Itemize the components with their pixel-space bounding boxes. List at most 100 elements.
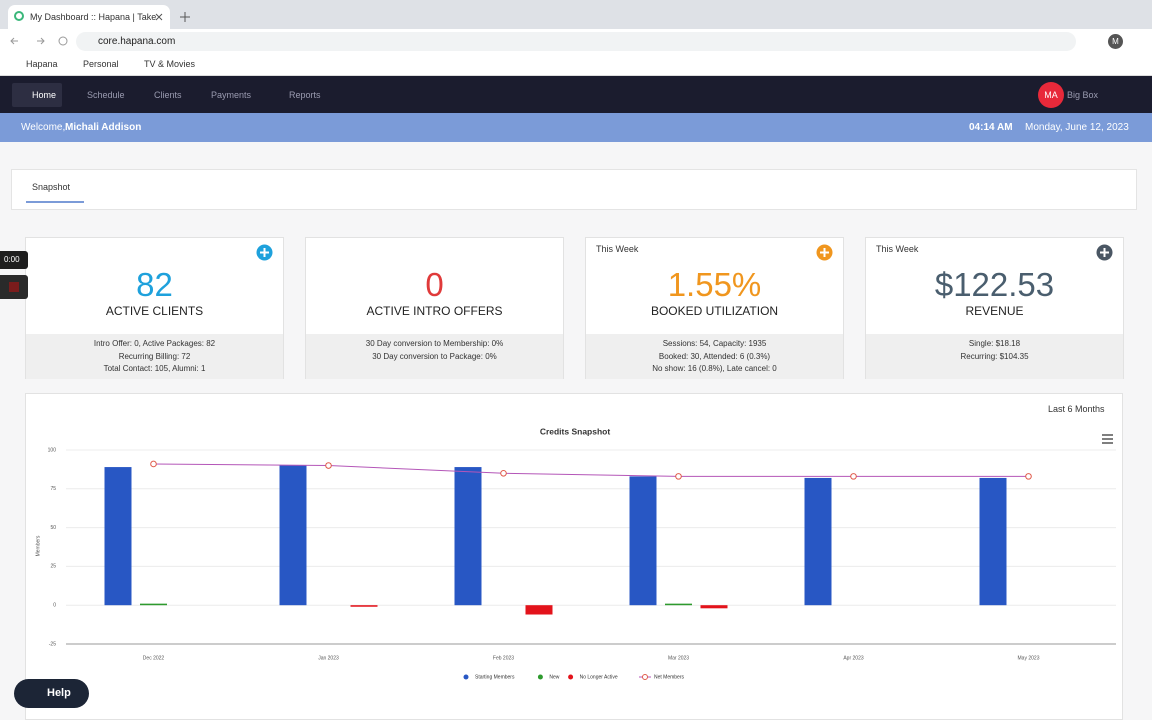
browser-tab[interactable]: My Dashboard :: Hapana | Take	[8, 5, 170, 29]
avatar[interactable]: MA	[1038, 82, 1064, 108]
legend-symbol	[642, 674, 648, 680]
new-tab[interactable]	[180, 12, 190, 22]
chart-menu[interactable]	[1102, 434, 1113, 444]
period-dropdown[interactable]: This Week	[876, 244, 919, 254]
card-details: Intro Offer: 0, Active Packages: 82 Recur…	[26, 334, 283, 379]
tab-bar: My Dashboard :: Hapana | Take	[0, 0, 1152, 29]
card-label: ACTIVE CLIENTS	[105, 304, 204, 318]
legend-symbol	[463, 674, 469, 680]
card: 0 ACTIVE INTRO OFFERS 30 Day conversion …	[305, 237, 564, 379]
url-field[interactable]: core.hapana.com	[76, 32, 1076, 51]
line-marker	[1025, 473, 1032, 480]
legend-label: Net Members	[654, 674, 685, 680]
bar	[454, 467, 482, 606]
card-details: 30 Day conversion to Membership: 0% 30 Da…	[306, 334, 563, 379]
y-tick-label: 75	[50, 486, 56, 492]
card-value: 0	[425, 266, 444, 303]
card-label: BOOKED UTILIZATION	[650, 304, 779, 318]
line-marker	[500, 469, 507, 477]
top-nav: Home Schedule Clients Payments Reports M…	[0, 76, 1152, 113]
card: 82 ACTIVE CLIENTS Intro Offer: 0, Active…	[25, 237, 284, 379]
profile-button[interactable]: M	[1108, 34, 1123, 49]
account-name[interactable]: Big Box	[1067, 90, 1099, 100]
nav-item[interactable]: Reports	[289, 90, 321, 100]
detail: No show: 16 (0.8%), Late cancel: 0	[652, 364, 777, 373]
tab-strip: Snapshot	[11, 169, 1137, 210]
legend-label: Starting Members	[475, 674, 515, 680]
welcome-bar: Welcome, Michali Addison 04:14 AM Monday…	[0, 113, 1152, 142]
time: 04:14 AM	[969, 122, 1013, 133]
legend-symbol	[537, 674, 543, 680]
y-tick-label: 100	[48, 447, 57, 453]
add-button[interactable]	[816, 244, 833, 261]
detail: 30 Day conversion to Package: 0%	[372, 351, 497, 361]
nav-active	[12, 83, 62, 107]
x-tick-label: Jan 2023	[318, 655, 339, 661]
tab[interactable]: Snapshot	[32, 182, 71, 192]
x-tick-label: May 2023	[1018, 655, 1040, 661]
y-axis-label: Members	[35, 535, 41, 556]
bar	[629, 476, 657, 606]
bar	[350, 605, 378, 607]
x-tick-label: Mar 2023	[668, 655, 689, 661]
bar	[804, 477, 832, 606]
nav-buttons[interactable]	[10, 36, 70, 46]
nav-item[interactable]: Payments	[211, 90, 252, 100]
help-button[interactable]: Help	[14, 679, 89, 708]
detail: Sessions: 54, Capacity: 1935	[662, 339, 767, 348]
bookmark[interactable]: Personal	[83, 59, 119, 69]
card-label: ACTIVE INTRO OFFERS	[366, 304, 503, 318]
card-value: $122.53	[934, 266, 1055, 303]
tab-underline	[26, 201, 84, 203]
line-marker	[850, 473, 857, 480]
bar	[700, 605, 728, 609]
bookmark[interactable]: TV & Movies	[144, 59, 196, 69]
tab-title: My Dashboard :: Hapana | Take	[30, 12, 157, 22]
avatar-initials: MA	[1044, 90, 1058, 100]
line-marker	[675, 473, 682, 480]
legend-label: New	[549, 674, 559, 680]
bar	[665, 603, 692, 606]
period-dropdown[interactable]: This Week	[596, 244, 639, 254]
tab-favicon	[14, 11, 24, 21]
card-details: Single: $18.18 Recurring: $104.35	[866, 334, 1123, 379]
line	[153, 463, 1029, 477]
x-tick-label: Dec 2022	[143, 655, 165, 661]
card-label: REVENUE	[965, 304, 1024, 318]
card-value: 82	[136, 266, 173, 303]
bookmarks-bar: Hapana Personal TV & Movies	[0, 53, 1152, 76]
date: Monday, June 12, 2023	[1025, 122, 1129, 133]
card: This Week 1.55% BOOKED UTILIZATION Sessi…	[585, 237, 844, 379]
detail: Single: $18.18	[968, 339, 1021, 348]
chart-panel: Last 6 Months Credits Snapshot Members -…	[25, 393, 1123, 720]
bar	[279, 465, 307, 606]
detail: Recurring Billing: 72	[118, 351, 191, 361]
detail: Intro Offer: 0, Active Packages: 82	[93, 339, 216, 348]
card: This Week $122.53 REVENUE Single: $18.18…	[865, 237, 1124, 379]
y-tick-label: 0	[53, 603, 56, 609]
record-button[interactable]	[0, 275, 28, 299]
help-text: Help	[47, 687, 71, 699]
nav-item[interactable]: Home	[32, 90, 57, 100]
detail: 30 Day conversion to Membership: 0%	[365, 339, 504, 348]
line-marker	[150, 460, 157, 468]
add-button[interactable]	[256, 244, 273, 261]
range-dropdown[interactable]: Last 6 Months	[1048, 404, 1105, 414]
profile-initial: M	[1112, 37, 1119, 46]
bookmark[interactable]: Hapana	[26, 59, 58, 69]
greeting: Welcome,	[21, 122, 66, 133]
x-tick-label: Apr 2023	[843, 655, 864, 661]
line-marker	[325, 462, 332, 469]
user-name: Michali Addison	[65, 122, 142, 133]
tab-close[interactable]	[155, 13, 163, 21]
bar	[979, 477, 1007, 606]
y-tick-label: -25	[49, 641, 56, 647]
add-button[interactable]	[1096, 244, 1113, 261]
nav-item[interactable]: Clients	[154, 90, 182, 100]
url: core.hapana.com	[98, 36, 176, 47]
chart-title: Credits Snapshot	[540, 426, 611, 436]
bar	[140, 603, 167, 606]
card-details: Sessions: 54, Capacity: 1935 Booked: 30, …	[586, 334, 843, 379]
nav-item[interactable]: Schedule	[87, 90, 125, 100]
detail: Total Contact: 105, Alumni: 1	[103, 364, 206, 373]
